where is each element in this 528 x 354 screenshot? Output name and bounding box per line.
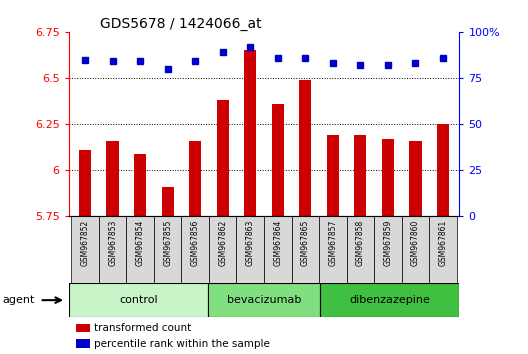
Bar xyxy=(134,154,146,216)
Text: GSM967865: GSM967865 xyxy=(301,220,310,266)
Bar xyxy=(71,216,99,284)
Text: GSM967858: GSM967858 xyxy=(356,220,365,266)
Text: GSM967852: GSM967852 xyxy=(81,220,90,266)
Bar xyxy=(354,135,366,216)
Bar xyxy=(244,50,257,216)
Text: GSM967861: GSM967861 xyxy=(438,220,447,266)
Bar xyxy=(374,216,402,284)
Text: GSM967856: GSM967856 xyxy=(191,220,200,266)
Bar xyxy=(208,284,320,317)
Bar xyxy=(77,339,90,348)
Bar xyxy=(299,80,312,216)
Text: control: control xyxy=(119,295,158,305)
Bar xyxy=(382,139,394,216)
Bar xyxy=(126,216,154,284)
Text: GSM967853: GSM967853 xyxy=(108,220,117,266)
Bar xyxy=(409,141,421,216)
Bar xyxy=(264,216,291,284)
Bar xyxy=(237,216,264,284)
Bar xyxy=(182,216,209,284)
Text: GDS5678 / 1424066_at: GDS5678 / 1424066_at xyxy=(100,17,261,31)
Bar xyxy=(189,141,201,216)
Bar xyxy=(209,216,237,284)
Bar xyxy=(402,216,429,284)
Text: agent: agent xyxy=(3,295,35,305)
Bar xyxy=(154,216,182,284)
Bar xyxy=(107,141,119,216)
Bar xyxy=(327,135,339,216)
Bar xyxy=(69,284,208,317)
Text: GSM967857: GSM967857 xyxy=(328,220,337,266)
Bar xyxy=(429,216,457,284)
Bar xyxy=(216,100,229,216)
Bar xyxy=(162,187,174,216)
Text: GSM967859: GSM967859 xyxy=(383,220,392,266)
Text: GSM967854: GSM967854 xyxy=(136,220,145,266)
Bar xyxy=(291,216,319,284)
Text: GSM967864: GSM967864 xyxy=(274,220,282,266)
Bar xyxy=(320,284,459,317)
Text: dibenzazepine: dibenzazepine xyxy=(349,295,430,305)
Bar xyxy=(319,216,346,284)
Text: bevacizumab: bevacizumab xyxy=(227,295,301,305)
Text: GSM967860: GSM967860 xyxy=(411,220,420,266)
Bar xyxy=(346,216,374,284)
Text: GSM967855: GSM967855 xyxy=(163,220,172,266)
Bar xyxy=(77,324,90,332)
Text: GSM967863: GSM967863 xyxy=(246,220,254,266)
Bar xyxy=(99,216,126,284)
Bar xyxy=(437,124,449,216)
Text: percentile rank within the sample: percentile rank within the sample xyxy=(94,339,270,349)
Text: GSM967862: GSM967862 xyxy=(218,220,227,266)
Text: transformed count: transformed count xyxy=(94,322,191,333)
Bar xyxy=(79,150,91,216)
Bar xyxy=(271,104,284,216)
